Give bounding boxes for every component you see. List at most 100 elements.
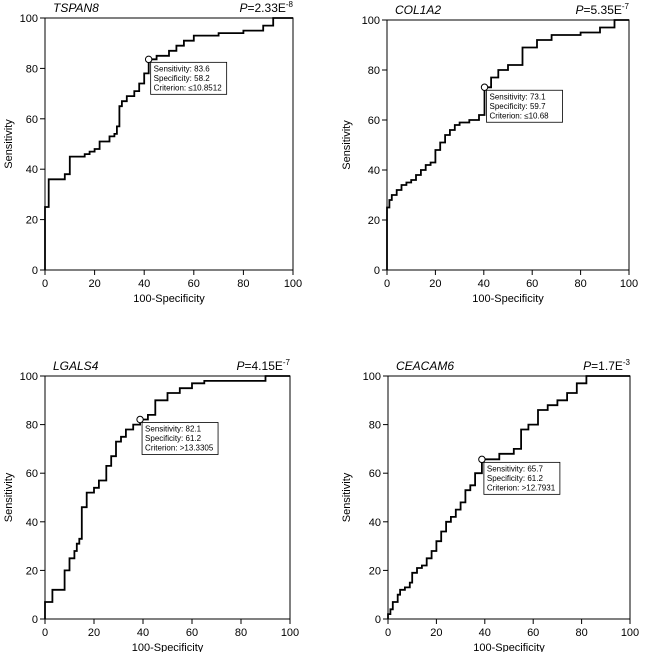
p-value-mantissa: =5.35E — [584, 3, 622, 17]
x-tick-label: 40 — [138, 278, 150, 290]
plot-frame — [387, 375, 631, 620]
gene-title: LGALS4 — [53, 359, 99, 373]
y-tick-label: 20 — [26, 215, 38, 227]
annotation-line: Criterion: ≤10.68 — [490, 111, 550, 120]
x-tick-label: 40 — [478, 278, 490, 290]
y-axis-label: Sensitivity — [3, 119, 15, 169]
x-axis-label: 100-Specificity — [132, 642, 204, 652]
criterion-annotation-box — [486, 89, 563, 123]
annotation-line: Specificity: 59.7 — [490, 102, 547, 111]
annotation-line: Specificity: 58.2 — [154, 74, 211, 83]
y-tick-label: 60 — [368, 115, 380, 127]
y-tick-label: 60 — [369, 468, 381, 480]
y-tick-label: 0 — [374, 265, 380, 277]
criterion-annotation-box — [150, 61, 228, 95]
y-tick-label: 40 — [368, 165, 380, 177]
p-value-mantissa: =2.33E — [248, 1, 286, 15]
gene-title: COL1A2 — [395, 3, 441, 17]
x-tick-label: 0 — [42, 278, 48, 290]
x-tick-label: 40 — [137, 627, 149, 639]
x-tick-label: 80 — [235, 627, 247, 639]
gene-title: CEACAM6 — [396, 359, 454, 373]
roc-curve-ceacam6 — [387, 375, 630, 619]
roc-panel-col1a2: 0 20 40 60 80 100 0 20 40 60 80 100 100-Specificity S… — [338, 0, 650, 326]
y-tick-label: 80 — [368, 65, 380, 77]
x-tick-label: 20 — [430, 627, 442, 639]
roc-panel-lgals4: 0 20 40 60 80 100 0 20 40 60 80 100 100-Specificity S… — [0, 346, 325, 672]
x-tick-label: 0 — [384, 278, 390, 290]
p-value-mantissa: =4.15E — [245, 359, 283, 373]
criterion-point — [144, 55, 153, 64]
x-tick-label: 20 — [88, 278, 100, 290]
y-tick-label: 20 — [26, 565, 38, 577]
p-value: P=4.15E-7 — [236, 358, 290, 373]
y-tick-label: 80 — [369, 420, 381, 432]
x-tick-label: 80 — [237, 278, 249, 290]
criterion-point — [478, 455, 486, 464]
x-tick-label: 20 — [429, 278, 441, 290]
y-tick-label: 0 — [32, 614, 38, 626]
y-tick-label: 100 — [362, 15, 380, 27]
roc-panel-tspan8: 0 20 40 60 80 100 0 20 40 60 80 100 100-Specificity S… — [0, 0, 325, 326]
annotation-line: Sensitivity: 65.7 — [487, 464, 544, 473]
roc-curve-tspan8 — [44, 17, 293, 270]
y-tick-label: 100 — [363, 371, 381, 383]
x-tick-label: 80 — [575, 627, 587, 639]
roc-chart-tspan8: 0 20 40 60 80 100 0 20 40 60 80 100 100-Specificity S… — [3, 0, 302, 305]
y-tick-label: 40 — [369, 517, 381, 529]
criterion-annotation-box — [141, 422, 219, 455]
annotation-line: Sensitivity: 82.1 — [145, 424, 202, 433]
roc-chart-ceacam6: 0 20 40 60 80 100 0 20 40 60 80 100 100-Specificity S… — [341, 358, 639, 654]
x-tick-label: 80 — [574, 278, 586, 290]
annotation-line: Specificity: 61.2 — [145, 434, 202, 443]
x-axis-label: 100-Specificity — [473, 642, 545, 652]
p-value-letter: P — [236, 359, 244, 373]
x-tick-label: 100 — [284, 278, 302, 290]
x-tick-label: 100 — [281, 627, 299, 639]
y-tick-label: 100 — [20, 13, 38, 25]
y-axis-label: Sensitivity — [341, 472, 353, 522]
x-tick-label: 60 — [527, 627, 539, 639]
roc-chart-col1a2: 0 20 40 60 80 100 0 20 40 60 80 100 100-Specificity S… — [341, 2, 638, 305]
p-value-letter: P — [575, 3, 583, 17]
criterion-annotation-box — [483, 461, 561, 495]
x-tick-label: 60 — [186, 627, 198, 639]
plot-frame — [386, 19, 630, 271]
y-tick-label: 0 — [375, 614, 381, 626]
x-tick-label: 100 — [621, 627, 639, 639]
x-tick-label: 0 — [385, 627, 391, 639]
p-value-exponent: -3 — [623, 358, 631, 367]
gene-title: TSPAN8 — [53, 1, 99, 15]
y-tick-label: 0 — [32, 265, 38, 277]
criterion-point — [136, 415, 144, 424]
y-axis-label: Sensitivity — [341, 120, 353, 170]
annotation-line: Criterion: ≤10.8512 — [154, 83, 223, 92]
plot-frame — [44, 375, 291, 620]
p-value: P=5.35E-7 — [575, 2, 629, 17]
annotation-line: Criterion: >13.3305 — [145, 443, 214, 452]
p-value-exponent: -7 — [283, 358, 291, 367]
p-value-letter: P — [583, 359, 591, 373]
roc-curve-lgals4 — [44, 375, 290, 619]
roc-chart-lgals4: 0 20 40 60 80 100 0 20 40 60 80 100 100-Specificity S… — [3, 358, 299, 654]
y-tick-label: 40 — [26, 164, 38, 176]
x-axis-label: 100-Specificity — [472, 293, 544, 305]
p-value: P=2.33E-8 — [239, 0, 293, 15]
p-value-exponent: -8 — [286, 0, 294, 9]
p-value-letter: P — [239, 1, 247, 15]
y-tick-label: 60 — [26, 468, 38, 480]
annotation-line: Sensitivity: 83.6 — [154, 64, 211, 73]
p-value: P=1.7E-3 — [583, 358, 630, 373]
x-tick-label: 20 — [88, 627, 100, 639]
plot-frame — [44, 17, 294, 271]
annotation-line: Specificity: 61.2 — [487, 474, 544, 483]
y-tick-label: 80 — [26, 420, 38, 432]
annotation-line: Sensitivity: 73.1 — [490, 92, 547, 101]
y-tick-label: 100 — [20, 371, 38, 383]
y-tick-label: 80 — [26, 63, 38, 75]
annotation-line: Criterion: >12.7931 — [487, 483, 556, 492]
x-axis-label: 100-Specificity — [133, 293, 205, 305]
x-tick-label: 60 — [188, 278, 200, 290]
y-tick-label: 60 — [26, 114, 38, 126]
y-tick-label: 20 — [368, 215, 380, 227]
